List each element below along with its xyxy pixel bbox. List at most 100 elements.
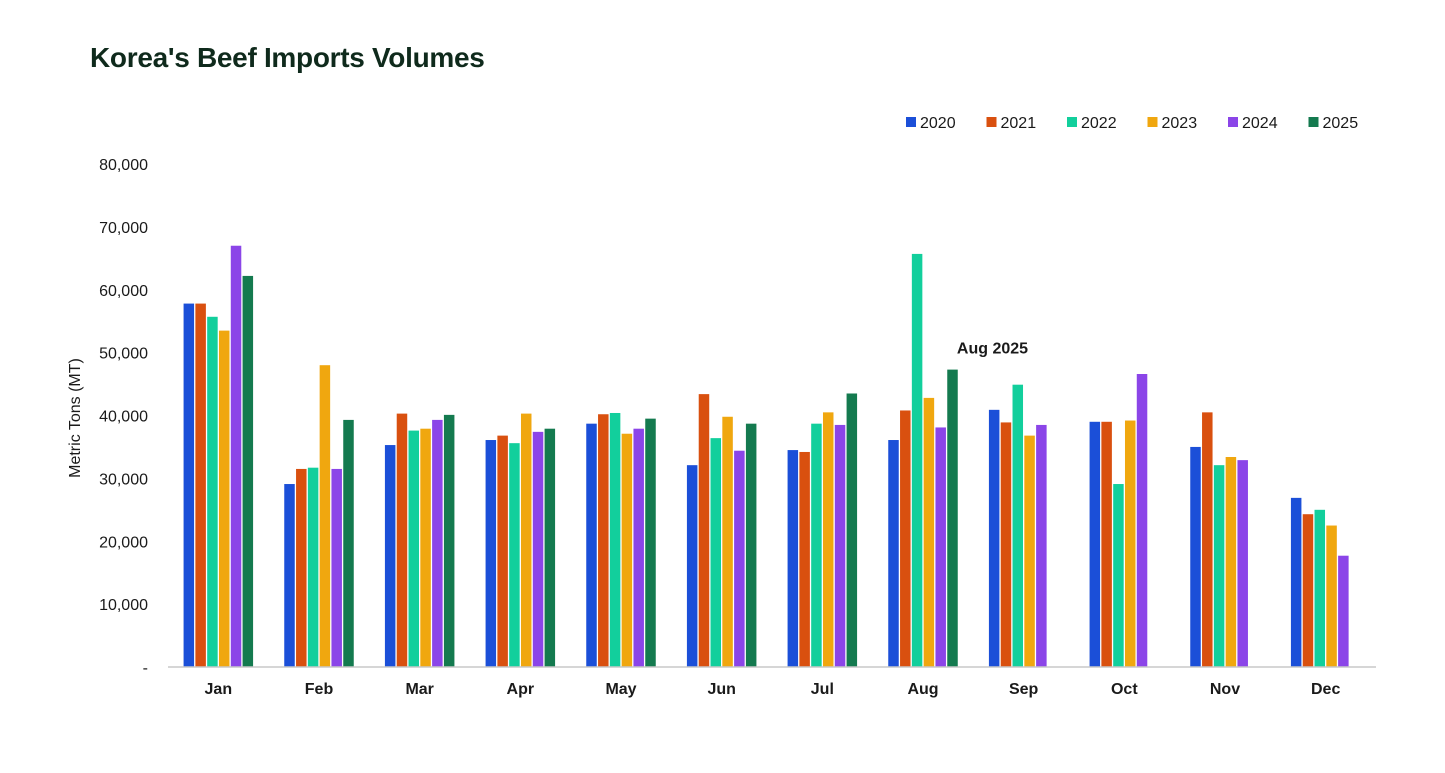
bar-2023-apr: [520, 413, 532, 667]
legend-label-2023: 2023: [1162, 115, 1198, 132]
bar-2022-feb: [307, 467, 319, 667]
bar-2023-feb: [319, 365, 331, 667]
bar-2024-jan: [230, 245, 242, 668]
y-tick-label: 40,000: [99, 409, 148, 426]
bar-2025-feb: [343, 419, 354, 667]
bar-2023-jun: [722, 416, 733, 667]
bar-2021-jan: [195, 303, 206, 667]
bar-2022-nov: [1213, 465, 1225, 667]
bar-2023-dec: [1326, 525, 1337, 667]
chart-title: Korea's Beef Imports Volumes: [90, 42, 485, 73]
bar-2023-may: [621, 433, 633, 667]
bar-2020-feb: [284, 484, 295, 667]
y-tick-label: 30,000: [99, 471, 148, 488]
legend-swatch-2022: [1067, 117, 1077, 127]
bar-2023-mar: [420, 428, 431, 667]
bar-2020-dec: [1290, 497, 1302, 667]
bar-2024-oct: [1136, 374, 1148, 667]
bar-2025-apr: [544, 428, 556, 667]
bar-2022-sep: [1012, 384, 1024, 667]
bar-2021-aug: [900, 410, 911, 667]
bar-2023-jan: [218, 330, 230, 667]
bar-2022-apr: [509, 443, 520, 667]
bar-2025-jan: [242, 275, 254, 667]
bar-2022-may: [609, 412, 621, 667]
legend-swatch-2021: [986, 117, 997, 127]
bar-2020-jan: [183, 303, 195, 667]
x-axis: Jan Feb Mar Apr May Jun Jul Aug Sep Oct Nov Dec: [205, 681, 1341, 698]
x-tick-label: Sep: [1009, 681, 1039, 698]
x-tick-label: Mar: [405, 681, 433, 698]
bar-2021-feb: [296, 468, 307, 667]
bar-2024-jun: [734, 450, 745, 667]
bar-2022-mar: [408, 430, 420, 667]
bar-2020-mar: [384, 445, 396, 667]
bar-2020-aug: [888, 440, 899, 667]
bar-2022-jan: [207, 316, 218, 667]
y-tick-label: 50,000: [99, 346, 148, 363]
bar-2021-apr: [497, 435, 508, 667]
bar-2020-may: [586, 423, 597, 667]
x-tick-label: Dec: [1311, 681, 1340, 698]
x-tick-label: Feb: [305, 681, 334, 698]
bar-2020-oct: [1089, 421, 1101, 667]
y-tick-label: -: [143, 660, 148, 677]
legend-label-2020: 2020: [920, 115, 956, 132]
bar-2024-may: [633, 428, 644, 667]
bar-2022-jun: [710, 438, 722, 667]
bar-2024-aug: [935, 427, 946, 667]
bar-2021-may: [598, 414, 609, 667]
legend-label-2021: 2021: [1001, 115, 1037, 132]
bar-2020-jul: [787, 450, 799, 667]
y-tick-label: 20,000: [99, 534, 148, 551]
bar-2024-feb: [331, 468, 342, 667]
bar-2020-sep: [988, 409, 1000, 667]
y-tick-label: 10,000: [99, 597, 148, 614]
legend-label-2025: 2025: [1323, 115, 1359, 132]
bar-2021-jun: [698, 394, 710, 667]
annotation-label: Aug 2025: [957, 341, 1028, 358]
bar-2023-jul: [822, 412, 834, 667]
bar-2022-oct: [1113, 484, 1124, 667]
bar-2024-jul: [834, 424, 846, 667]
x-tick-label: Apr: [507, 681, 535, 698]
bar-2023-oct: [1124, 420, 1136, 667]
bar-2025-jul: [846, 393, 858, 667]
y-axis-label: Metric Tons (MT): [67, 358, 84, 478]
legend-label-2024: 2024: [1242, 115, 1278, 132]
bar-2021-mar: [396, 413, 408, 667]
x-tick-label: Aug: [907, 681, 938, 698]
x-tick-label: Oct: [1111, 681, 1138, 698]
y-axis: - 10,000 20,000 30,000 40,000 50,000 60,000 70,…: [99, 157, 148, 677]
bar-2024-mar: [432, 419, 443, 667]
bar-2022-jul: [811, 423, 822, 667]
bar-2023-nov: [1225, 457, 1237, 667]
bar-2022-dec: [1314, 509, 1326, 667]
bar-2021-oct: [1101, 421, 1112, 667]
x-tick-label: Jun: [707, 681, 735, 698]
x-tick-label: Nov: [1210, 681, 1240, 698]
x-tick-label: May: [605, 681, 636, 698]
legend-swatch-2020: [906, 117, 916, 127]
legend-swatch-2025: [1308, 117, 1319, 127]
bar-2020-apr: [485, 440, 497, 667]
x-tick-label: Jan: [205, 681, 233, 698]
legend-swatch-2024: [1228, 117, 1238, 127]
bar-2025-may: [645, 418, 656, 667]
legend-label-2022: 2022: [1081, 115, 1117, 132]
bar-2022-aug: [911, 253, 923, 667]
bar-2021-nov: [1202, 412, 1213, 667]
bar-2024-dec: [1338, 555, 1349, 667]
legend-swatch-2023: [1147, 117, 1158, 127]
bar-2021-dec: [1302, 514, 1314, 667]
bar-2023-aug: [923, 397, 935, 667]
annotations: Aug 2025: [957, 341, 1028, 358]
bar-2025-mar: [443, 414, 455, 667]
x-tick-label: Jul: [811, 681, 834, 698]
y-tick-label: 70,000: [99, 220, 148, 237]
legend: 2020 2021 2022 2023 2024 2025: [906, 115, 1358, 132]
bar-2024-nov: [1237, 460, 1248, 667]
bar-2025-aug: [947, 369, 958, 667]
bar-2021-jul: [799, 451, 810, 667]
